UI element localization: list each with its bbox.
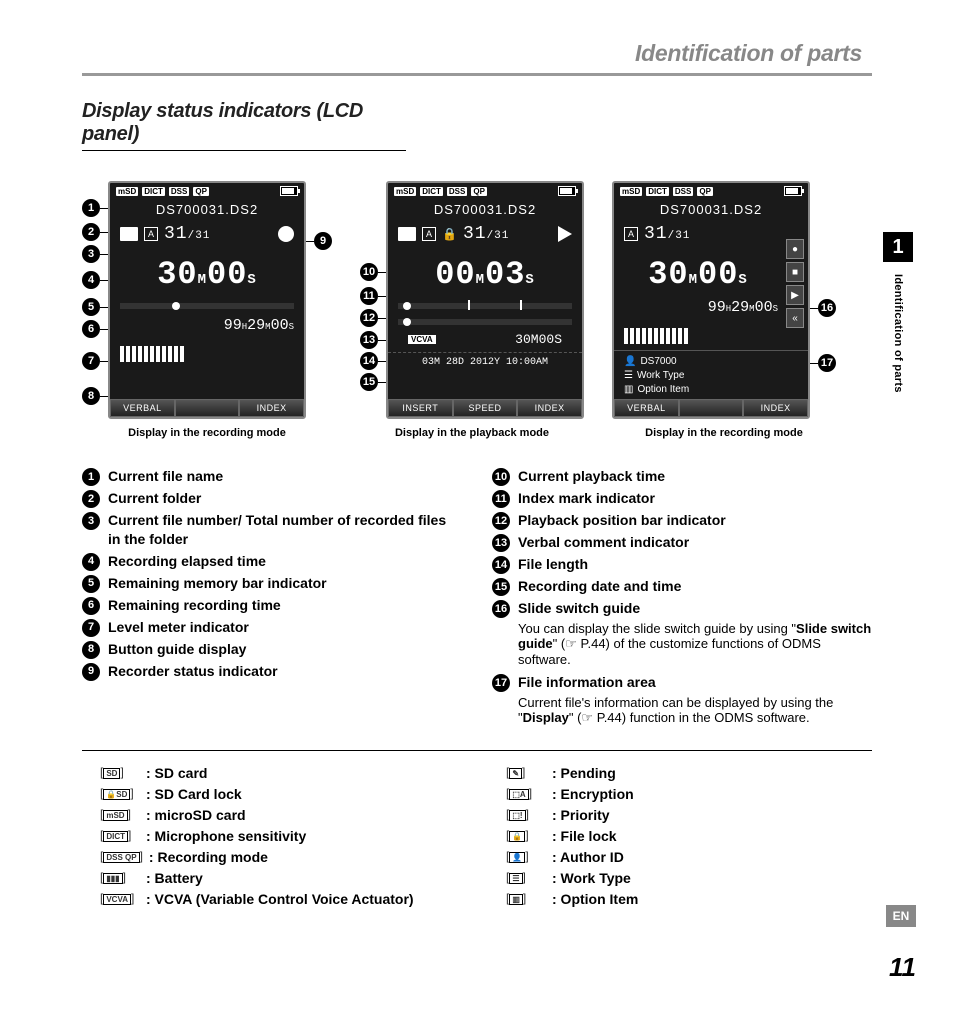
encryption-icon: A [624, 227, 638, 241]
icon-legend-item: [✎]: Pending [506, 765, 872, 781]
screen2-callouts-left: 10 11 12 13 14 15 [360, 181, 386, 419]
lcd-screens-row: 1 2 3 4 5 6 7 8 mSDDICTDSSQP DS700031.DS… [82, 181, 842, 439]
legend-item: 6Remaining recording time [82, 596, 462, 615]
legend-item: 4Recording elapsed time [82, 552, 462, 571]
section-title: Display status indicators (LCD panel) [82, 100, 406, 151]
slide-switch-guide: ●■▶« [786, 239, 804, 328]
icon-legend-item: [⬚!]: Priority [506, 807, 872, 823]
filename: DS700031.DS2 [110, 199, 304, 220]
icon-legend-item: [👤]: Author ID [506, 849, 872, 865]
callout-12: 12 [360, 309, 378, 327]
language-badge: EN [886, 905, 916, 927]
file-info-area: 👤DS7000 ☰Work Type ▥Option Item [614, 350, 808, 401]
screen1-callouts-right: 9 [306, 181, 332, 419]
screen1-caption: Display in the recording mode [128, 427, 286, 439]
callout-7: 7 [82, 352, 100, 370]
side-tab: 1 Identification of parts [880, 232, 916, 393]
chapter-label: Identification of parts [892, 274, 904, 393]
legend-item: 16Slide switch guide [492, 599, 872, 618]
icons-col-left: [SD]: SD card [🔒SD]: SD Card lock [mSD]: m… [100, 765, 466, 912]
callout-14: 14 [360, 352, 378, 370]
filename: DS700031.DS2 [388, 199, 582, 220]
play-status-icon [558, 226, 572, 242]
numbered-legend: 1Current file name 2Current folder 3Curren… [82, 467, 872, 732]
page-number: 11 [889, 952, 916, 983]
icon-legend-item: [mSD]: microSD card [100, 807, 466, 823]
screen1-col: 1 2 3 4 5 6 7 8 mSDDICTDSSQP DS700031.DS… [82, 181, 332, 439]
callout-8: 8 [82, 387, 100, 405]
legend-item: 10Current playback time [492, 467, 872, 486]
icons-col-right: [✎]: Pending [⬚A]: Encryption [⬚!]: Priori… [506, 765, 872, 912]
legend-item: 2Current folder [82, 489, 462, 508]
callout-3: 3 [82, 245, 100, 263]
icon-legend-item: [🔒SD]: SD Card lock [100, 786, 466, 802]
icon-legend-item: [SD]: SD card [100, 765, 466, 781]
header-rule [82, 73, 872, 76]
icon-legend-item: [DSS QP]: Recording mode [100, 849, 466, 865]
vcva-indicator: VCVA [408, 335, 436, 344]
legend-item: 14File length [492, 555, 872, 574]
icon-legend-item: [▥]: Option Item [506, 891, 872, 907]
screen3-col: mSDDICTDSSQP DS700031.DS2 A 31/31 30M00S… [612, 181, 836, 439]
lcd-screen-1: mSDDICTDSSQP DS700031.DS2 A 31/31 30M00S… [108, 181, 306, 419]
chapter-number: 1 [883, 232, 913, 262]
encryption-icon: A [422, 227, 436, 241]
page-header: Identification of parts [0, 40, 954, 67]
callout-2: 2 [82, 223, 100, 241]
folder-icon [398, 227, 416, 241]
legend-item: 12Playback position bar indicator [492, 511, 872, 530]
divider-rule [82, 750, 872, 751]
callout-16: 16 [818, 299, 836, 317]
legend-col-right: 10Current playback time 11Index mark indi… [492, 467, 872, 732]
legend-item: 3Current file number/ Total number of re… [82, 511, 462, 549]
callout-4: 4 [82, 271, 100, 289]
legend-desc: Current file's information can be displa… [492, 695, 872, 726]
folder-icon [120, 227, 138, 241]
legend-item: 15Recording date and time [492, 577, 872, 596]
callout-17: 17 [818, 354, 836, 372]
callout-10: 10 [360, 263, 378, 281]
icon-legend-item: [VCVA]: VCVA (Variable Control Voice Act… [100, 891, 466, 907]
screen1-callouts-left: 1 2 3 4 5 6 7 8 [82, 181, 108, 419]
legend-item: 13Verbal comment indicator [492, 533, 872, 552]
legend-item: 8Button guide display [82, 640, 462, 659]
icon-legend-item: [▮▮▮]: Battery [100, 870, 466, 886]
legend-item: 11Index mark indicator [492, 489, 872, 508]
screen3-caption: Display in the recording mode [645, 427, 803, 439]
legend-item: 7Level meter indicator [82, 618, 462, 637]
screen3-callouts-right: 16 17 [810, 181, 836, 419]
icon-legend-item: [🔒]: File lock [506, 828, 872, 844]
legend-item: 1Current file name [82, 467, 462, 486]
callout-5: 5 [82, 298, 100, 316]
icon-legend-item: [DICT]: Microphone sensitivity [100, 828, 466, 844]
record-status-icon [278, 226, 294, 242]
icon-legend-item: [⬚A]: Encryption [506, 786, 872, 802]
filename: DS700031.DS2 [614, 199, 808, 220]
callout-1: 1 [82, 199, 100, 217]
callout-9: 9 [314, 232, 332, 250]
callout-6: 6 [82, 320, 100, 338]
callout-11: 11 [360, 287, 378, 305]
legend-desc: You can display the slide switch guide b… [492, 621, 872, 667]
legend-item: 5Remaining memory bar indicator [82, 574, 462, 593]
legend-item: 9Recorder status indicator [82, 662, 462, 681]
lcd-screen-2: mSDDICTDSSQP DS700031.DS2 A 🔒 31/31 00M0… [386, 181, 584, 419]
lcd-screen-3: mSDDICTDSSQP DS700031.DS2 A 31/31 30M00S… [612, 181, 810, 419]
screen2-caption: Display in the playback mode [395, 427, 549, 439]
legend-item: 17File information area [492, 673, 872, 692]
callout-15: 15 [360, 373, 378, 391]
manual-page: Identification of parts Display status i… [0, 0, 954, 1023]
icon-legend-item: [☰]: Work Type [506, 870, 872, 886]
legend-col-left: 1Current file name 2Current folder 3Curren… [82, 467, 462, 732]
date-time: 03M 28D 2012Y 10:00AM [388, 352, 582, 372]
screen2-col: 10 11 12 13 14 15 mSDDICTDSSQP DS700031.… [360, 181, 584, 439]
encryption-icon: A [144, 227, 158, 241]
callout-13: 13 [360, 331, 378, 349]
lock-icon: 🔒 [442, 227, 457, 241]
icons-legend: [SD]: SD card [🔒SD]: SD Card lock [mSD]: m… [100, 765, 872, 912]
